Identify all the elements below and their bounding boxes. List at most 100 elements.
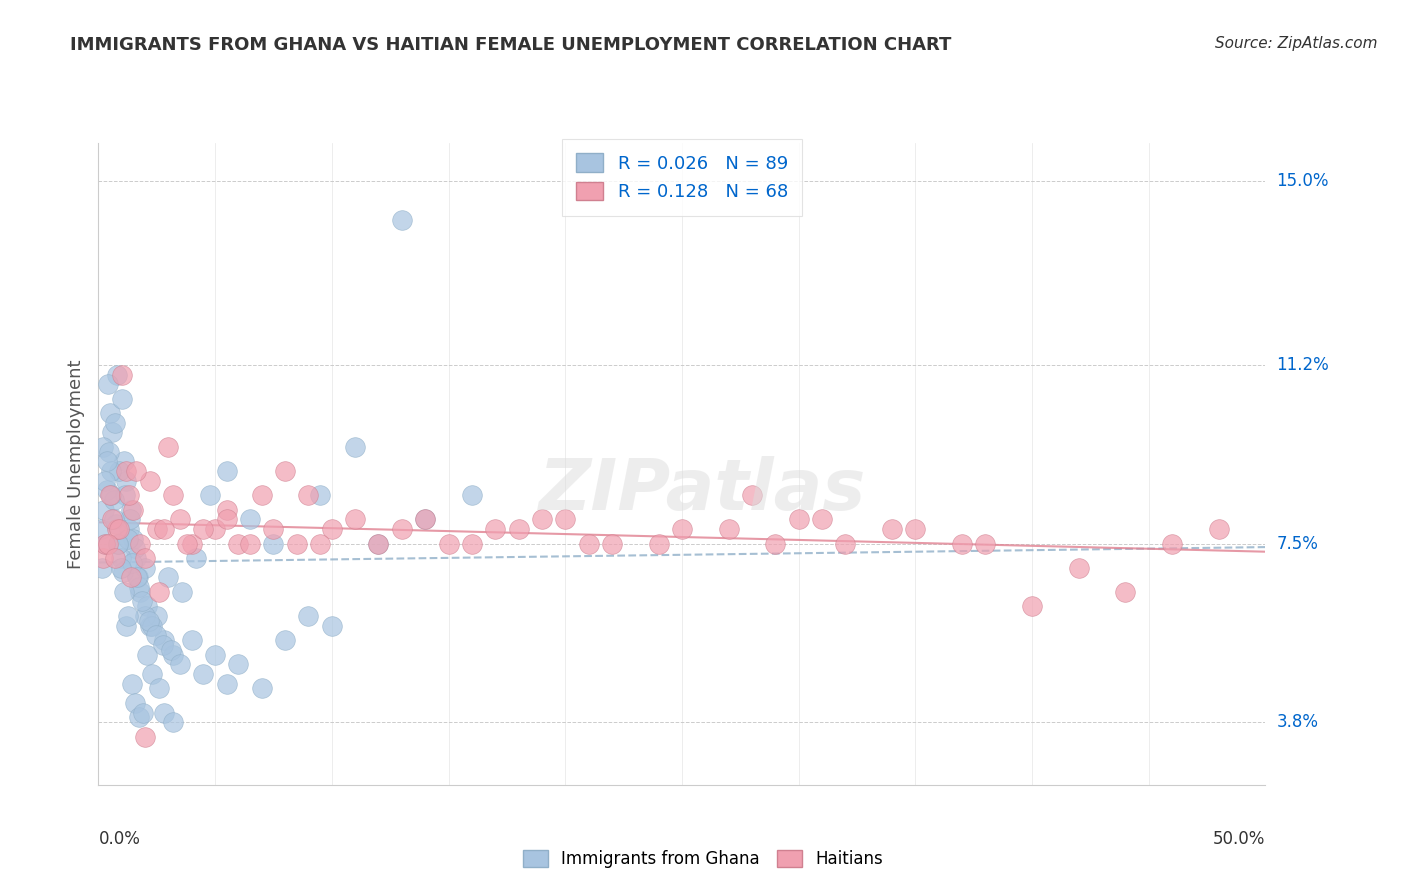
Point xyxy=(787,512,810,526)
Point xyxy=(141,666,163,681)
Point xyxy=(413,512,436,526)
Point xyxy=(228,536,250,550)
Point xyxy=(152,522,174,536)
Point xyxy=(111,392,134,406)
Point xyxy=(274,464,297,478)
Point xyxy=(215,502,238,516)
Point xyxy=(148,681,170,696)
Point xyxy=(128,710,150,724)
Point xyxy=(131,594,153,608)
Point xyxy=(118,512,141,526)
Point xyxy=(104,517,127,532)
Point xyxy=(103,512,125,526)
Point xyxy=(880,522,903,536)
Point xyxy=(110,551,132,566)
Point xyxy=(105,522,128,536)
Point xyxy=(101,512,124,526)
Text: 0.0%: 0.0% xyxy=(98,830,141,847)
Point xyxy=(112,584,135,599)
Point xyxy=(100,488,122,502)
Point xyxy=(297,488,319,502)
Legend: R = 0.026   N = 89, R = 0.128   N = 68: R = 0.026 N = 89, R = 0.128 N = 68 xyxy=(561,139,803,216)
Point xyxy=(115,618,138,632)
Point xyxy=(125,551,148,566)
Point xyxy=(508,522,530,536)
Point xyxy=(120,570,142,584)
Point xyxy=(98,406,121,420)
Point xyxy=(105,368,128,382)
Point xyxy=(193,666,215,681)
Point xyxy=(127,570,149,584)
Point xyxy=(139,474,162,488)
Point xyxy=(391,522,413,536)
Text: ZIPatlas: ZIPatlas xyxy=(540,456,866,525)
Legend: Immigrants from Ghana, Haitians: Immigrants from Ghana, Haitians xyxy=(516,843,890,875)
Point xyxy=(114,488,136,502)
Point xyxy=(128,580,150,594)
Point xyxy=(134,551,156,566)
Point xyxy=(904,522,927,536)
Point xyxy=(250,488,273,502)
Point xyxy=(107,536,129,550)
Point xyxy=(146,522,169,536)
Point xyxy=(138,614,160,628)
Point xyxy=(129,536,152,550)
Point xyxy=(239,536,262,550)
Point xyxy=(125,464,148,478)
Point xyxy=(108,522,131,536)
Point xyxy=(111,368,134,382)
Point xyxy=(101,425,124,440)
Point xyxy=(94,536,117,550)
Point xyxy=(1114,584,1136,599)
Point xyxy=(134,609,156,624)
Point xyxy=(146,609,169,624)
Text: 3.8%: 3.8% xyxy=(1277,714,1319,731)
Point xyxy=(600,536,623,550)
Point xyxy=(132,706,155,720)
Point xyxy=(297,609,319,624)
Point xyxy=(100,464,122,478)
Point xyxy=(162,488,184,502)
Point xyxy=(228,657,250,672)
Point xyxy=(437,536,460,550)
Point xyxy=(262,536,284,550)
Point xyxy=(91,440,114,454)
Point xyxy=(186,551,208,566)
Text: Source: ZipAtlas.com: Source: ZipAtlas.com xyxy=(1215,36,1378,51)
Point xyxy=(1067,560,1090,574)
Point xyxy=(578,536,600,550)
Text: 7.5%: 7.5% xyxy=(1277,534,1319,552)
Point xyxy=(763,536,786,550)
Point xyxy=(974,536,997,550)
Point xyxy=(200,488,222,502)
Point xyxy=(157,440,180,454)
Point xyxy=(169,512,191,526)
Point xyxy=(129,584,152,599)
Point xyxy=(134,560,156,574)
Point xyxy=(413,512,436,526)
Point xyxy=(148,584,170,599)
Point xyxy=(118,522,141,536)
Point xyxy=(152,638,174,652)
Point xyxy=(391,213,413,227)
Point xyxy=(94,536,117,550)
Point xyxy=(180,536,202,550)
Point xyxy=(97,377,120,392)
Point xyxy=(117,532,139,546)
Point xyxy=(118,488,141,502)
Point xyxy=(717,522,740,536)
Point xyxy=(139,618,162,632)
Point xyxy=(152,633,174,648)
Point xyxy=(153,706,176,720)
Point xyxy=(169,657,191,672)
Point xyxy=(1208,522,1230,536)
Point xyxy=(122,502,145,516)
Point xyxy=(285,536,308,550)
Point xyxy=(96,454,118,468)
Point xyxy=(180,633,202,648)
Point xyxy=(97,536,120,550)
Point xyxy=(1021,599,1043,614)
Point xyxy=(344,440,367,454)
Point xyxy=(107,536,129,550)
Point xyxy=(250,681,273,696)
